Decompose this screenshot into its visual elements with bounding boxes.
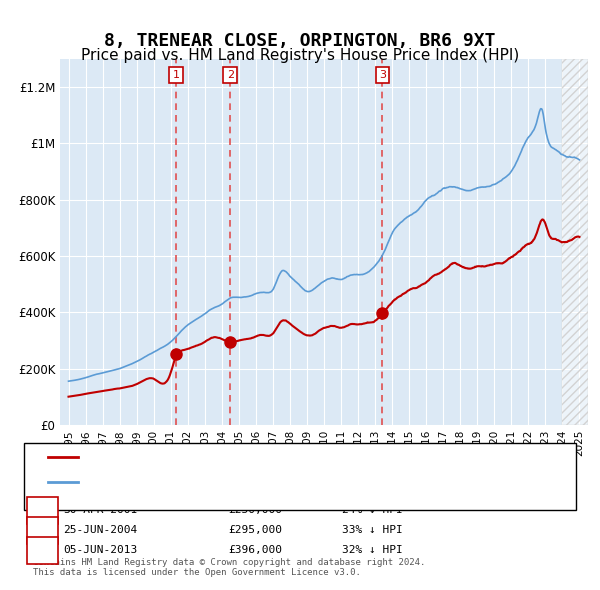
Text: 05-JUN-2013: 05-JUN-2013 xyxy=(63,546,137,555)
Text: Contains HM Land Registry data © Crown copyright and database right 2024.
This d: Contains HM Land Registry data © Crown c… xyxy=(33,558,425,577)
Text: 3: 3 xyxy=(39,546,46,555)
Bar xyxy=(562,59,588,425)
Text: 3: 3 xyxy=(379,70,386,80)
Text: 33% ↓ HPI: 33% ↓ HPI xyxy=(342,526,403,535)
Text: 24% ↓ HPI: 24% ↓ HPI xyxy=(342,506,403,515)
Text: 1: 1 xyxy=(173,70,180,80)
Text: £250,000: £250,000 xyxy=(228,506,282,515)
Text: 32% ↓ HPI: 32% ↓ HPI xyxy=(342,546,403,555)
Text: Price paid vs. HM Land Registry's House Price Index (HPI): Price paid vs. HM Land Registry's House … xyxy=(81,48,519,63)
Text: HPI: Average price, detached house, Bromley: HPI: Average price, detached house, Brom… xyxy=(87,477,356,487)
Text: 2: 2 xyxy=(227,70,234,80)
Text: 8, TRENEAR CLOSE, ORPINGTON, BR6 9XT: 8, TRENEAR CLOSE, ORPINGTON, BR6 9XT xyxy=(104,32,496,51)
Text: 1: 1 xyxy=(39,506,46,515)
Text: £295,000: £295,000 xyxy=(228,526,282,535)
Bar xyxy=(562,59,588,425)
Text: 8, TRENEAR CLOSE, ORPINGTON, BR6 9XT (detached house): 8, TRENEAR CLOSE, ORPINGTON, BR6 9XT (de… xyxy=(87,453,418,462)
Text: 30-APR-2001: 30-APR-2001 xyxy=(63,506,137,515)
Text: £396,000: £396,000 xyxy=(228,546,282,555)
Text: 2: 2 xyxy=(39,526,46,535)
Text: 25-JUN-2004: 25-JUN-2004 xyxy=(63,526,137,535)
